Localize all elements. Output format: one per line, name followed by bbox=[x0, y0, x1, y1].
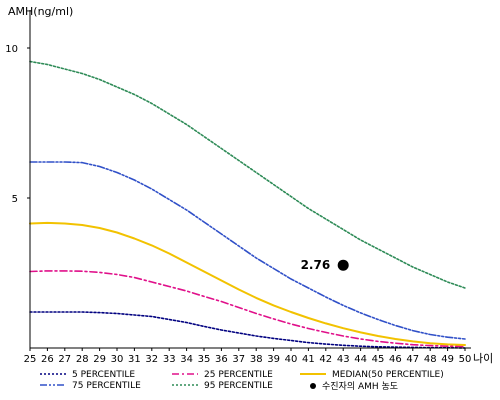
x-tick-label: 32 bbox=[145, 354, 158, 365]
patient-amh-value-label: 2.76 bbox=[301, 258, 331, 272]
x-tick-label: 44 bbox=[354, 354, 367, 365]
x-tick-label: 45 bbox=[372, 354, 385, 365]
legend-marker-label: 수진자의 AMH 농도 bbox=[322, 381, 398, 392]
patient-marker: 2.76 bbox=[301, 258, 349, 272]
x-tick-label: 40 bbox=[285, 354, 298, 365]
legend-label: 25 PERCENTILE bbox=[204, 370, 273, 380]
y-tick-label: 10 bbox=[5, 44, 18, 55]
x-tick-label: 31 bbox=[128, 354, 141, 365]
x-tick-label: 27 bbox=[58, 354, 71, 365]
x-tick-label: 43 bbox=[337, 354, 350, 365]
x-tick-label: 28 bbox=[76, 354, 89, 365]
x-tick-label: 46 bbox=[389, 354, 402, 365]
x-tick-label: 48 bbox=[424, 354, 437, 365]
legend-marker-swatch bbox=[310, 383, 316, 389]
series-layer bbox=[29, 60, 466, 349]
y-tick-label: 5 bbox=[12, 194, 18, 205]
x-tick-label: 37 bbox=[232, 354, 245, 365]
legend-label: 95 PERCENTILE bbox=[204, 381, 273, 391]
x-tick-label: 49 bbox=[441, 354, 454, 365]
y-axis-title: AMH(ng/ml) bbox=[8, 5, 73, 18]
legend: 5 PERCENTILE 25 PERCENTILE MEDIAN(50 PERCE… bbox=[40, 370, 444, 392]
x-tick-label: 35 bbox=[198, 354, 211, 365]
series-line-95-percentile bbox=[29, 60, 466, 289]
series-line-median-50-percentile bbox=[29, 221, 466, 346]
ticks: 25 26 27 28 29 30 31 32 33 34 35 36 37 38 39 40 41 42 43 44… bbox=[5, 44, 471, 365]
x-tick-label: 30 bbox=[111, 354, 124, 365]
x-tick-label: 38 bbox=[250, 354, 263, 365]
axes: AMH(ng/ml) 나이 bbox=[8, 5, 493, 365]
x-tick-label: 50 bbox=[459, 354, 472, 365]
x-tick-label: 36 bbox=[215, 354, 228, 365]
legend-label: MEDIAN(50 PERCENTILE) bbox=[332, 370, 444, 380]
x-tick-label: 33 bbox=[163, 354, 176, 365]
x-tick-label: 25 bbox=[24, 354, 37, 365]
x-tick-label: 39 bbox=[267, 354, 280, 365]
legend-label: 75 PERCENTILE bbox=[72, 381, 141, 391]
x-tick-label: 26 bbox=[41, 354, 54, 365]
x-axis-title: 나이 bbox=[473, 352, 493, 365]
x-tick-label: 34 bbox=[180, 354, 193, 365]
x-tick-label: 41 bbox=[302, 354, 315, 365]
series-line-75-percentile bbox=[29, 161, 466, 340]
series-line-5-percentile bbox=[29, 311, 466, 349]
patient-amh-point bbox=[337, 259, 349, 271]
x-tick-label: 42 bbox=[319, 354, 332, 365]
x-tick-label: 29 bbox=[93, 354, 106, 365]
x-tick-label: 47 bbox=[406, 354, 419, 365]
legend-label: 5 PERCENTILE bbox=[72, 370, 135, 380]
series-line-25-percentile bbox=[29, 270, 466, 348]
